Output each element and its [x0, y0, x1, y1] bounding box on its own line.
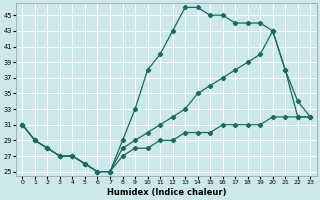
X-axis label: Humidex (Indice chaleur): Humidex (Indice chaleur): [107, 188, 226, 197]
